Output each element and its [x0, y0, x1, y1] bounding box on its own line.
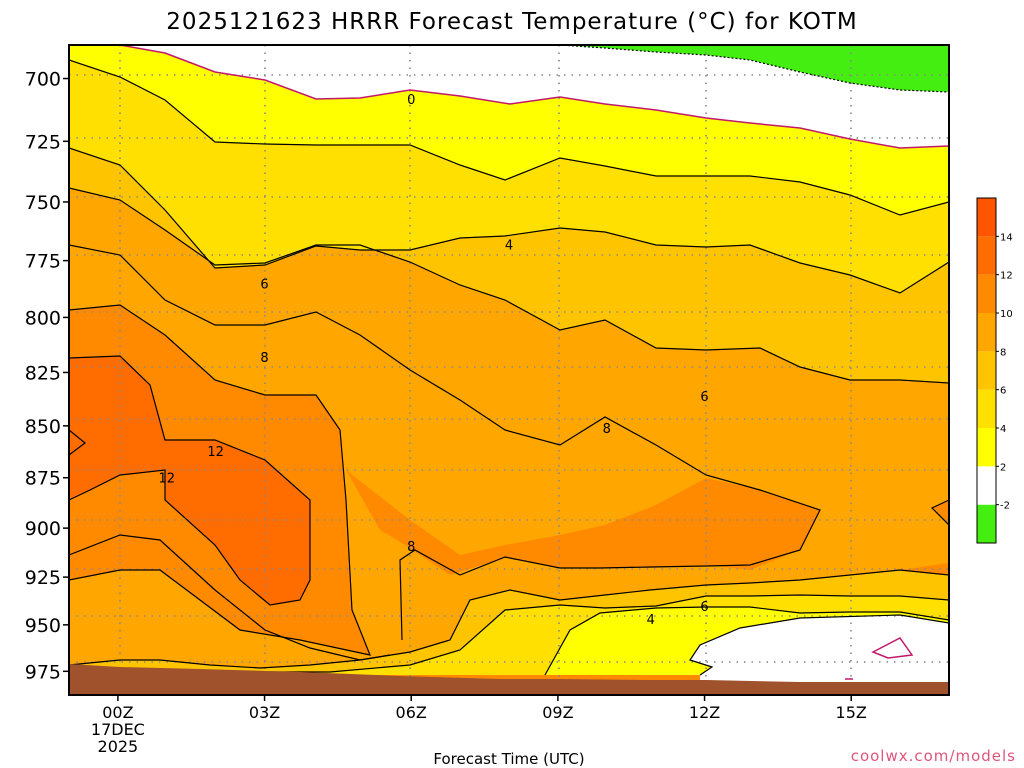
- colorbar-segment: [977, 236, 996, 275]
- y-tick-label: 700: [25, 69, 61, 91]
- colorbar-label: 2: [1000, 462, 1006, 473]
- y-tick-label: 875: [25, 468, 61, 490]
- colorbar-label: -2: [1000, 501, 1010, 512]
- band-4-6-low: [69, 595, 949, 675]
- y-tick-label: 900: [25, 518, 61, 540]
- colorbar-segment: [977, 428, 996, 467]
- band-0-2-up: [69, 45, 949, 148]
- colorbar-segment: [977, 313, 996, 352]
- contour-label: 12: [159, 472, 176, 487]
- contour-labels: 0 4 4 6 6 6 8 8 8 12 12: [159, 93, 709, 628]
- colorbar-label: 8: [1000, 347, 1006, 358]
- colorbar-label: 12: [1000, 271, 1013, 282]
- band-4-6-up: [69, 60, 949, 293]
- contour-label: 4: [647, 613, 655, 628]
- band-6-8-up: [69, 148, 949, 383]
- y-tick-label: 925: [25, 567, 61, 589]
- y-tick-label: 850: [25, 416, 61, 438]
- y-tick-label: 775: [25, 251, 61, 273]
- plot-area: 0 4 4 6 6 6 8 8 8 12 12: [69, 45, 949, 695]
- credit-text: coolwx.com/models: [851, 747, 1016, 765]
- x-tick-label: 17DEC: [91, 720, 145, 739]
- y-tick-label: 725: [25, 131, 61, 153]
- colorbar-segment: [977, 504, 996, 543]
- colorbar-segment: [977, 351, 996, 390]
- contour-label: 8: [603, 422, 611, 437]
- x-tick-label: 03Z: [249, 703, 280, 722]
- band-2-4-low: [545, 607, 949, 675]
- plot-frame: [68, 44, 950, 696]
- y-tick-label: 825: [25, 362, 61, 384]
- colorbar-segment: [977, 198, 996, 237]
- colorbar-label: 14: [1000, 232, 1013, 243]
- x-tick-label: 00Z: [102, 703, 133, 722]
- x-axis-label: Forecast Time (UTC): [433, 750, 584, 768]
- contour-label: 0: [407, 93, 415, 108]
- x-tick-label: 12Z: [689, 703, 720, 722]
- contour-label: 6: [700, 600, 708, 615]
- contour-label: 4: [505, 238, 513, 253]
- freezing-lines: [69, 45, 949, 680]
- band-0-2-low: [690, 615, 949, 690]
- x-tick-label: 15Z: [836, 703, 867, 722]
- contour-label: 12: [207, 445, 224, 460]
- band-2-4-up: [69, 45, 949, 215]
- x-tick-label: 06Z: [396, 703, 427, 722]
- band-below-minus-2: [560, 45, 949, 92]
- contour-lines: [69, 59, 949, 676]
- colorbar-segment: [977, 466, 996, 505]
- x-tick-label: 09Z: [542, 703, 573, 722]
- colorbar-frame: [976, 197, 997, 544]
- colorbar-label: 6: [1000, 386, 1006, 397]
- colorbar-label: 4: [1000, 424, 1006, 435]
- colorbar: -2 2 4 6 8 10 12 14: [976, 197, 1013, 544]
- y-tick-label: 975: [25, 661, 61, 683]
- contour-label: 6: [700, 390, 708, 405]
- chart-title: 2025121623 HRRR Forecast Temperature (°C…: [166, 9, 857, 35]
- x-tick-label: 2025: [98, 737, 139, 756]
- y-axis: 700 725 750 775 800 825 850 875 900 925 950 975: [25, 69, 69, 683]
- y-tick-label: 950: [25, 615, 61, 637]
- ground-terrain: [69, 664, 949, 695]
- contour-label: 8: [407, 540, 415, 555]
- contour-label: 6: [260, 278, 268, 293]
- colorbar-segment: [977, 389, 996, 428]
- y-tick-label: 800: [25, 307, 61, 329]
- contour-label: 8: [260, 351, 268, 366]
- y-tick-label: 750: [25, 192, 61, 214]
- colorbar-segment: [977, 274, 996, 313]
- colorbar-label: 10: [1000, 309, 1013, 320]
- freezing-line: [69, 45, 949, 149]
- freezing-pocket: [871, 637, 914, 659]
